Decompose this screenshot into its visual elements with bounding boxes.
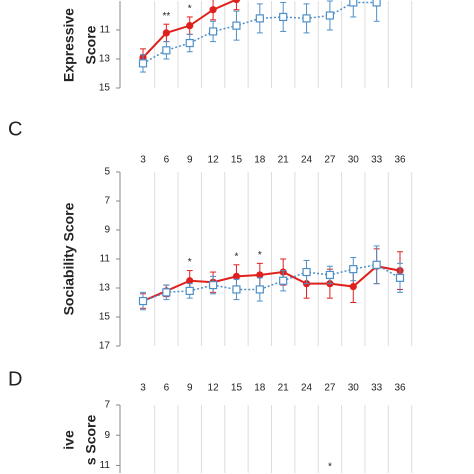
y-tick-label: 15 (99, 312, 111, 323)
x-tick-label: 36 (394, 155, 406, 166)
significance-mark: * (258, 250, 262, 261)
marker (372, 260, 381, 269)
marker (279, 276, 288, 285)
marker (138, 59, 148, 68)
marker (255, 14, 264, 23)
x-tick-label: 6 (164, 155, 170, 166)
marker (325, 11, 335, 20)
x-tick-label: 30 (348, 155, 360, 166)
marker (209, 6, 217, 14)
marker (185, 286, 194, 295)
y-tick-label: 15 (99, 83, 111, 94)
marker (349, 0, 358, 7)
significance-mark: * (328, 462, 332, 473)
y-axis-label: Sociability Score (61, 202, 77, 315)
x-tick-label: 18 (254, 383, 266, 394)
x-tick-label: 6 (164, 383, 170, 394)
y-axis-label: ive (61, 430, 77, 450)
marker (208, 27, 218, 36)
marker (302, 14, 311, 23)
x-tick-label: 12 (208, 383, 220, 394)
x-tick-label: 9 (187, 155, 193, 166)
y-tick-label: 7 (104, 196, 110, 207)
marker (279, 12, 288, 22)
panel-label: C (8, 118, 22, 140)
marker (325, 270, 335, 280)
x-tick-label: 18 (254, 155, 266, 166)
marker (349, 282, 357, 291)
x-tick-label: 30 (348, 383, 360, 394)
y-tick-label: 9 (104, 430, 110, 441)
marker (232, 21, 241, 30)
marker (186, 277, 194, 285)
x-tick-label: 12 (208, 155, 220, 166)
y-tick-label: 7 (104, 400, 110, 411)
marker (232, 285, 241, 294)
marker (256, 271, 264, 279)
marker (208, 281, 218, 290)
marker (372, 0, 381, 7)
x-tick-label: 9 (187, 383, 193, 394)
significance-mark: ** (162, 11, 170, 22)
y-tick-label: 5 (104, 167, 110, 178)
marker (162, 29, 170, 37)
y-tick-label: 17 (99, 341, 111, 352)
marker (232, 272, 241, 280)
x-tick-label: 33 (371, 383, 383, 394)
significance-mark: * (235, 251, 239, 262)
panel-label: D (8, 368, 22, 390)
x-tick-label: 27 (324, 155, 336, 166)
x-tick-label: 33 (371, 155, 383, 166)
marker (232, 0, 241, 4)
marker (302, 267, 311, 277)
x-tick-label: 21 (278, 155, 290, 166)
y-tick-label: 11 (100, 460, 111, 471)
marker (138, 296, 148, 306)
y-tick-label: 11 (100, 254, 111, 265)
marker (162, 46, 171, 55)
marker (395, 273, 405, 282)
x-tick-label: 21 (278, 383, 290, 394)
significance-mark: * (188, 4, 192, 15)
y-tick-label: 13 (99, 54, 111, 65)
series-line (142, 265, 401, 302)
marker (185, 38, 194, 48)
significance-mark: * (188, 257, 192, 268)
x-tick-label: 15 (231, 383, 243, 394)
marker (186, 22, 194, 30)
y-axis-label: Expressive (61, 8, 77, 82)
y-tick-label: 13 (99, 283, 111, 294)
x-tick-label: 24 (301, 155, 313, 166)
y-tick-label: 11 (100, 25, 111, 36)
y-axis-label: Score (83, 25, 99, 64)
x-tick-label: 15 (231, 155, 243, 166)
marker (162, 288, 171, 297)
y-axis-label: s Score (83, 414, 99, 465)
marker (349, 265, 358, 274)
x-tick-label: 27 (324, 383, 336, 394)
x-tick-label: 3 (140, 383, 146, 394)
marker (255, 285, 264, 294)
y-tick-label: 9 (104, 225, 110, 236)
x-tick-label: 24 (301, 383, 313, 394)
x-tick-label: 3 (140, 155, 146, 166)
x-tick-label: 36 (394, 383, 406, 394)
